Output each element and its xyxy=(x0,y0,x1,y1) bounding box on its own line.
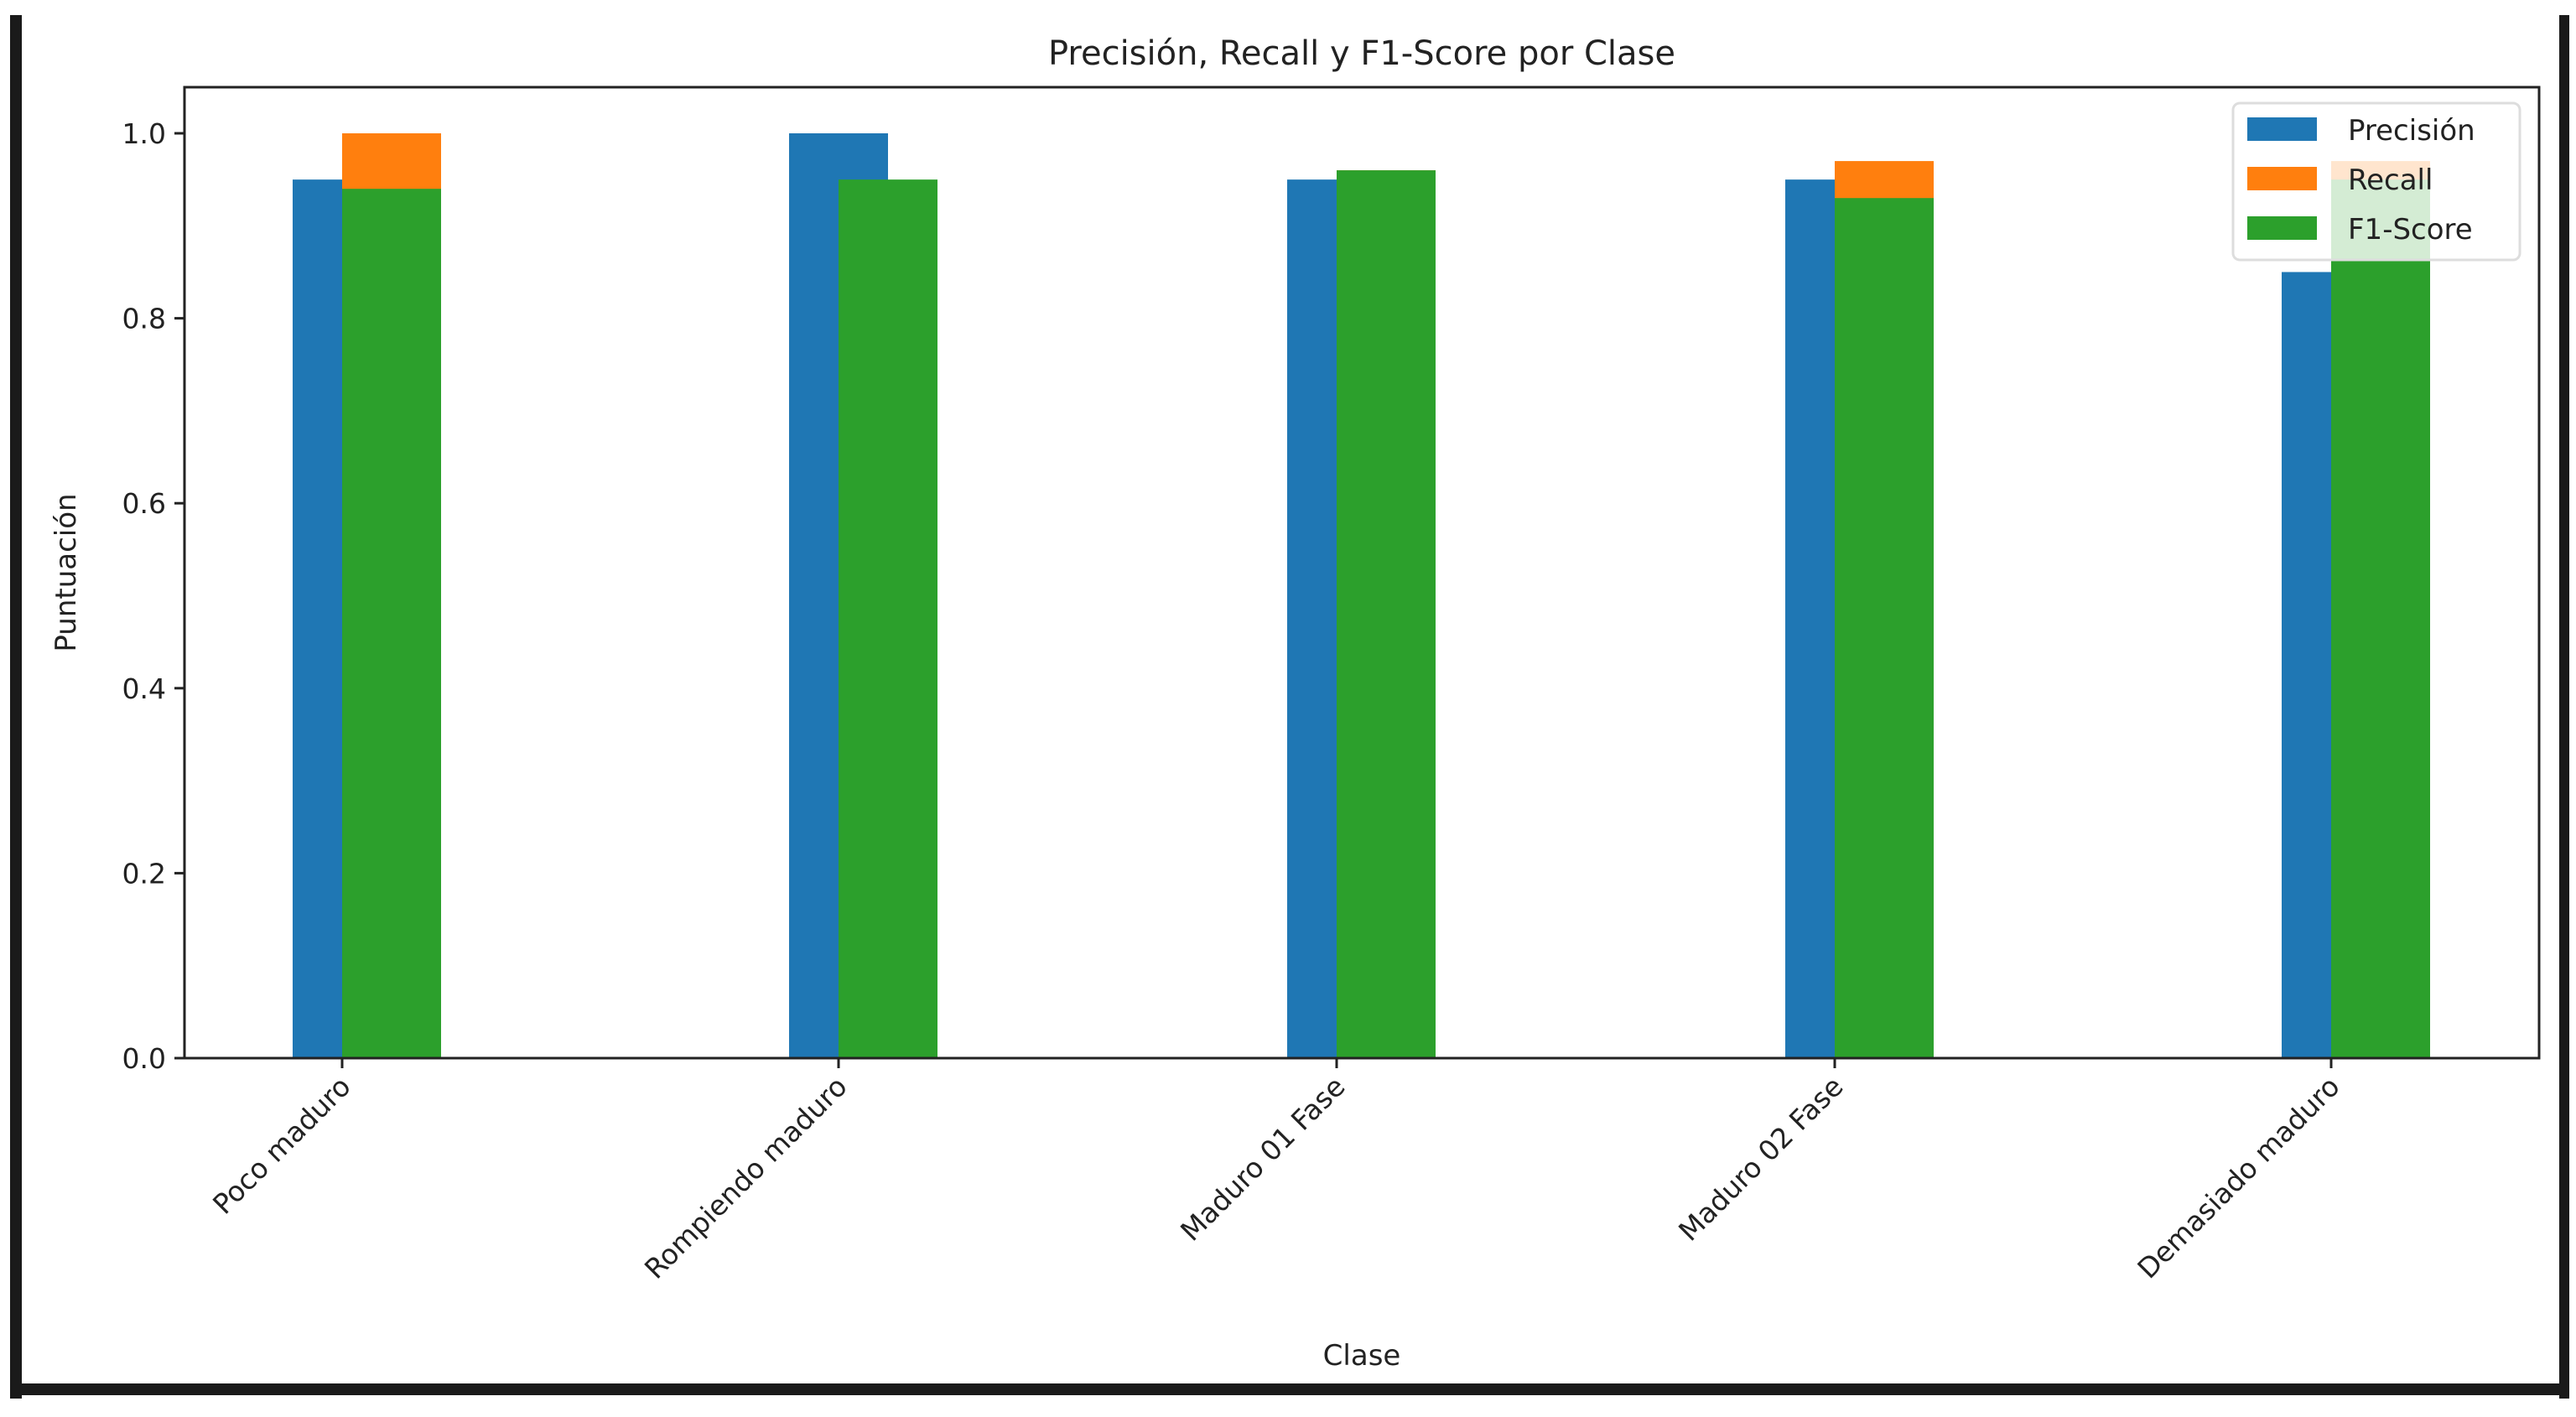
x-tick-label: Poco maduro xyxy=(206,1070,357,1221)
frame-right-border xyxy=(2559,15,2569,1399)
legend-swatch xyxy=(2247,167,2317,190)
x-tick-label: Rompiendo maduro xyxy=(638,1070,854,1285)
x-tick-label: Demasiado maduro xyxy=(2131,1070,2345,1285)
x-axis-label: Clase xyxy=(1323,1339,1401,1373)
y-tick-label: 0.8 xyxy=(122,303,166,335)
legend-swatch xyxy=(2247,117,2317,141)
bar-f1-score-4 xyxy=(2331,179,2430,1058)
x-tick-label: Maduro 02 Fase xyxy=(1672,1070,1850,1248)
chart-title: Precisión, Recall y F1-Score por Clase xyxy=(1048,34,1675,73)
bar-f1-score-1 xyxy=(839,179,937,1058)
bar-f1-score-0 xyxy=(342,189,441,1059)
bars-group xyxy=(293,133,2430,1059)
legend: Precisión Recall F1-Score xyxy=(2231,101,2521,262)
frame-left-border xyxy=(10,15,22,1399)
bar-f1-score-2 xyxy=(1337,170,1436,1058)
frame-bottom-border xyxy=(10,1383,2569,1395)
x-tick-label: Maduro 01 Fase xyxy=(1174,1070,1352,1248)
y-tick-label: 0.0 xyxy=(122,1042,166,1075)
legend-swatch xyxy=(2247,216,2317,240)
x-axis-ticks: Poco maduro Rompiendo maduro Maduro 01 Fas… xyxy=(206,1058,2346,1285)
y-tick-label: 1.0 xyxy=(122,117,166,150)
y-tick-label: 0.6 xyxy=(122,487,166,520)
plot-area-border xyxy=(183,86,2541,1060)
legend-label: F1-Score xyxy=(2348,213,2473,247)
legend-label: Recall xyxy=(2348,164,2433,197)
legend-label: Precisión xyxy=(2348,114,2475,148)
y-axis-label: Puntuación xyxy=(49,493,83,651)
y-tick-label: 0.4 xyxy=(122,672,166,705)
bar-f1-score-3 xyxy=(1835,198,1934,1059)
y-tick-label: 0.2 xyxy=(122,857,166,890)
y-axis-ticks: 0.0 0.2 0.4 0.6 0.8 1.0 xyxy=(122,117,184,1075)
